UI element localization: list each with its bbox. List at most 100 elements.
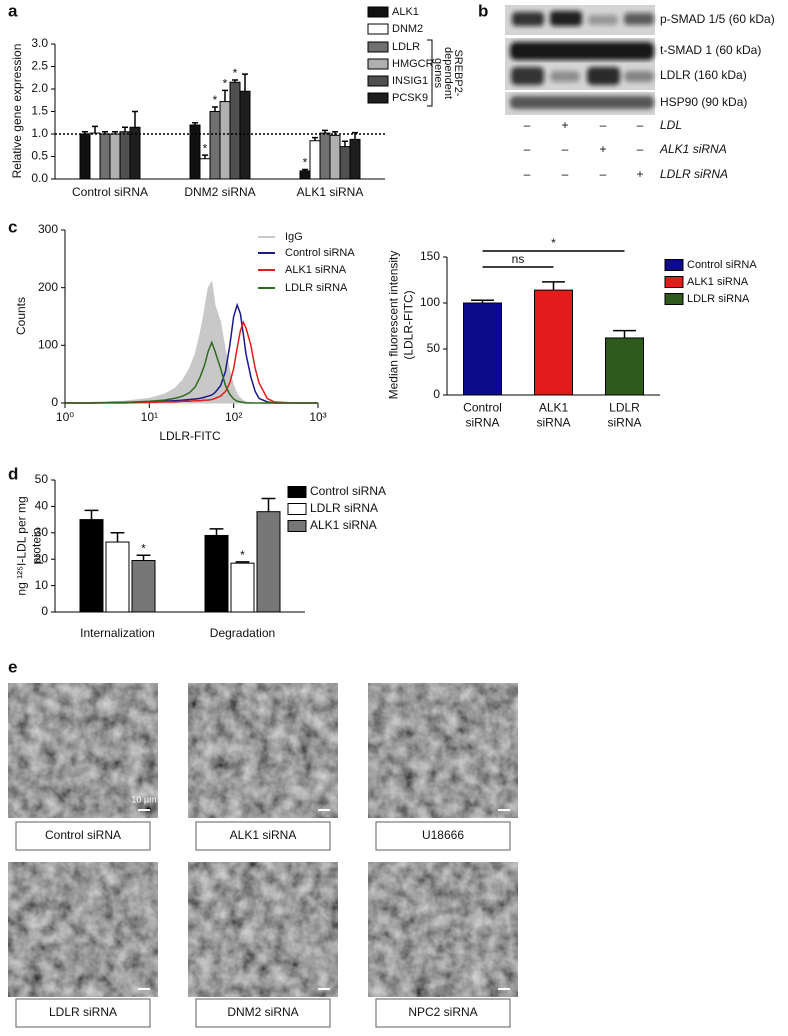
legend-swatch	[664, 276, 684, 288]
y-tick-label: 50	[427, 341, 441, 355]
legend-swatch	[287, 486, 307, 498]
western-blot	[505, 5, 655, 115]
legend-label: INSIG1	[392, 75, 428, 87]
bar	[209, 111, 221, 180]
y-tick-label: 1.5	[31, 104, 48, 118]
bar	[79, 519, 104, 613]
bar	[119, 131, 131, 180]
bar	[229, 81, 241, 180]
panel-label: d	[8, 464, 18, 483]
error-bar	[471, 299, 494, 303]
legend-label: HMGCR	[392, 58, 434, 70]
band	[511, 67, 544, 85]
y-tick-label: 100	[38, 338, 58, 352]
significance-mark: *	[223, 77, 228, 91]
error-bar	[322, 129, 328, 134]
y-tick-label: 0	[41, 604, 48, 618]
legend-swatch	[367, 92, 389, 104]
bar	[309, 140, 321, 180]
error-bar	[110, 532, 125, 543]
bar	[129, 126, 141, 180]
y-axis-label: Median fluorescent intensity(LDLR-FITC)	[387, 251, 416, 400]
micrograph	[7, 682, 159, 819]
y-tick-label: 50	[35, 472, 49, 486]
significance-mark: *	[213, 93, 218, 107]
caption: DNM2 siRNA	[227, 1005, 298, 1019]
blot-row-label: p-SMAD 1/5 (60 kDa)	[660, 12, 775, 26]
condition-sign: –	[524, 167, 531, 181]
condition-sign: –	[637, 118, 644, 132]
x-tick-label: LDLR siRNA	[607, 401, 641, 430]
legend-label: PCSK9	[392, 92, 428, 104]
bar	[239, 90, 251, 180]
error-bar	[222, 89, 228, 102]
y-tick-label: 0	[433, 387, 440, 401]
legend-swatch	[367, 6, 389, 18]
y-tick-label: 1.0	[31, 126, 48, 140]
legend-swatch	[287, 520, 307, 532]
significance-mark: *	[303, 156, 308, 170]
condition-sign: +	[636, 167, 643, 181]
caption: U18666	[422, 828, 464, 842]
legend-label: DNM2	[392, 23, 423, 35]
legend-swatch	[367, 23, 389, 35]
condition-sign: +	[599, 142, 606, 156]
caption-box	[195, 998, 331, 1028]
legend-label: Control siRNA	[310, 484, 386, 498]
error-bar	[202, 154, 208, 159]
micrograph	[367, 682, 519, 819]
caption-box	[15, 998, 151, 1028]
x-tick-label: Control siRNA	[72, 185, 148, 199]
x-tick-label: 10⁰	[56, 410, 74, 424]
caption: ALK1 siRNA	[230, 828, 297, 842]
caption-box	[195, 821, 331, 851]
legend-swatch	[664, 259, 684, 271]
legend-label: ALK1 siRNA	[687, 276, 749, 288]
legend-label: Control siRNA	[285, 247, 355, 259]
caption-box	[375, 821, 511, 851]
y-tick-label: 100	[420, 295, 440, 309]
bar	[605, 337, 644, 396]
micrograph	[367, 861, 519, 998]
condition-sign: –	[600, 118, 607, 132]
y-tick-label: 20	[35, 551, 49, 565]
panel-label: c	[8, 217, 17, 236]
y-axis-label: Counts	[14, 297, 28, 335]
bar	[534, 289, 573, 396]
y-axis-label: Relative gene expression	[10, 44, 24, 179]
y-tick-label: 30	[35, 525, 49, 539]
error-bar	[209, 528, 224, 536]
error-bar	[542, 281, 565, 291]
bar	[299, 170, 311, 180]
y-tick-label: 3.0	[31, 36, 48, 50]
error-bar	[242, 73, 248, 92]
band	[510, 96, 654, 109]
condition-label: ALK1 siRNA	[659, 142, 727, 156]
x-axis-label: LDLR-FITC	[159, 429, 221, 443]
bar	[339, 146, 351, 180]
bar	[349, 138, 361, 180]
blot-row-label: HSP90 (90 kDa)	[660, 95, 747, 109]
bar	[89, 132, 101, 180]
bar	[131, 560, 156, 613]
comparison-label: *	[551, 236, 556, 250]
condition-sign: –	[600, 167, 607, 181]
condition-sign: –	[524, 118, 531, 132]
panel-label: a	[8, 1, 18, 20]
bar	[219, 101, 231, 180]
y-tick-label: 150	[420, 249, 440, 263]
error-bar	[342, 140, 348, 147]
x-tick-label: DNM2 siRNA	[184, 185, 255, 199]
bar	[189, 124, 201, 180]
scale-bar-label: 10 μm	[131, 794, 156, 804]
significance-mark: *	[203, 141, 208, 155]
band	[510, 42, 654, 60]
y-tick-label: 40	[35, 499, 49, 513]
legend-swatch	[367, 75, 389, 87]
legend-label: Control siRNA	[687, 259, 757, 271]
error-bar	[261, 497, 276, 512]
micrograph	[187, 861, 339, 998]
blot-row-label: LDLR (160 kDa)	[660, 68, 747, 82]
band	[587, 67, 620, 85]
